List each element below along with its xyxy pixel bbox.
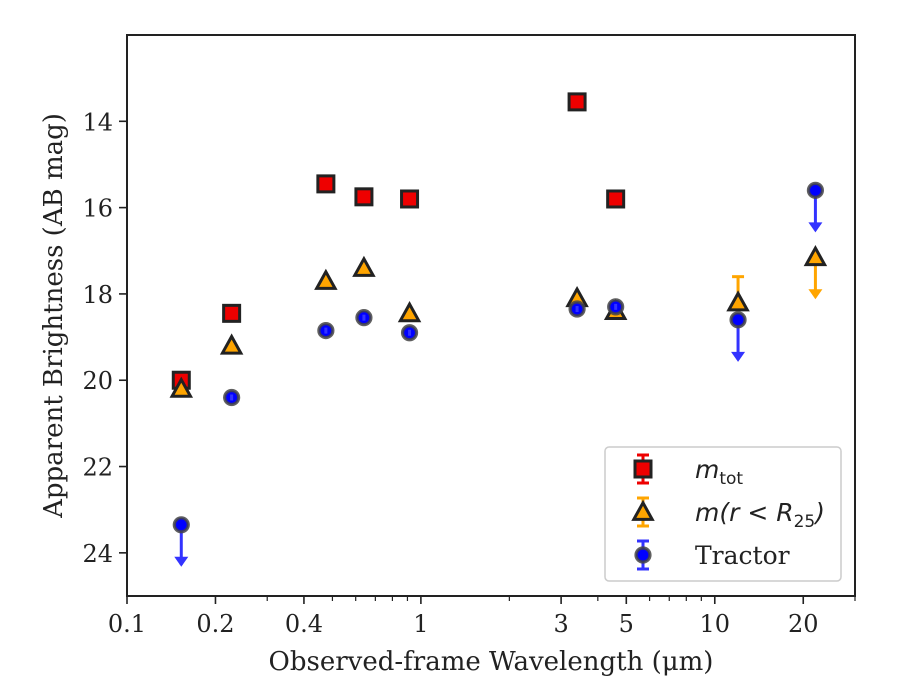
marker-triangle	[803, 244, 828, 267]
data-point	[223, 388, 241, 407]
y-tick-label: 16	[82, 195, 113, 223]
data-point	[352, 255, 376, 277]
x-tick-label: 1	[413, 610, 428, 638]
legend-label-subscript: 25	[794, 512, 816, 532]
legend-marker-square	[633, 459, 653, 479]
data-point	[400, 189, 420, 209]
series-triangle	[169, 244, 828, 398]
legend-label: mtot	[695, 455, 743, 489]
legend-marker-triangle	[631, 499, 655, 521]
x-tick-label: 0.4	[285, 610, 323, 638]
legend-entry: Tractor	[634, 539, 790, 571]
y-tick-label: 20	[82, 367, 113, 395]
series-layer	[169, 92, 828, 567]
y-tick-label: 24	[82, 540, 113, 568]
data-point	[316, 174, 336, 194]
legend-label: Tractor	[695, 541, 790, 570]
y-tick-label: 14	[82, 108, 113, 136]
upper-limit-arrowhead	[808, 289, 823, 300]
data-point	[355, 309, 373, 327]
data-point	[729, 311, 747, 362]
legend-entry: mtot	[633, 453, 743, 489]
legend-box	[604, 446, 842, 582]
upper-limit-arrowhead	[174, 556, 189, 567]
data-point	[169, 376, 194, 398]
data-point	[803, 244, 828, 300]
legend-label-subscript: tot	[719, 469, 743, 489]
x-tick-label: 0.2	[196, 610, 234, 638]
legend-label-text: m	[695, 455, 719, 484]
data-point	[354, 187, 374, 207]
data-point	[172, 516, 190, 567]
data-point	[317, 322, 335, 340]
data-point	[806, 181, 825, 233]
legend-marker-circle	[634, 546, 652, 564]
upper-limit-arrowhead	[731, 351, 746, 362]
data-point	[222, 303, 242, 323]
data-point	[726, 275, 750, 312]
plot-area	[126, 34, 856, 597]
legend-label: m(r < R25)	[695, 498, 825, 532]
y-tick-label: 22	[82, 454, 113, 482]
data-point	[567, 92, 587, 112]
marker-circle	[806, 181, 825, 199]
data-point	[400, 324, 419, 342]
x-tick-label: 5	[619, 610, 634, 638]
upper-limit-arrowhead	[808, 222, 823, 233]
x-tick-label: 10	[700, 610, 731, 638]
data-point	[568, 300, 586, 318]
data-point	[397, 301, 422, 323]
y-tick-label: 18	[82, 281, 113, 309]
marker-circle	[172, 516, 190, 534]
y-axis: 14 16 18 20 22 24	[82, 108, 127, 568]
data-point	[219, 333, 244, 355]
marker-triangle	[726, 290, 750, 312]
x-tick-label: 0.1	[108, 610, 146, 638]
legend-label-suffix: )	[813, 498, 825, 527]
series-square	[171, 92, 626, 390]
marker-circle	[729, 311, 747, 329]
legend-entry: m(r < R25)	[631, 496, 825, 532]
x-tick-label: 3	[553, 610, 568, 638]
x-tick-label: 20	[788, 610, 819, 638]
series-circle	[172, 181, 825, 567]
legend-label-text: Tractor	[695, 541, 790, 570]
x-axis-title: Observed-frame Wavelength (μm)	[269, 647, 714, 677]
data-point	[314, 268, 338, 290]
data-point	[606, 189, 626, 209]
legend: mtot m(r < R25) Tractor	[604, 446, 842, 582]
data-point	[607, 298, 625, 316]
x-axis: 0.1 0.2 0.4 1 3 5 10 20	[108, 596, 856, 638]
y-axis-title: Apparent Brightness (AB mag)	[39, 113, 69, 519]
plot-frame	[126, 34, 856, 597]
legend-label-text: m(r < R	[695, 498, 794, 527]
